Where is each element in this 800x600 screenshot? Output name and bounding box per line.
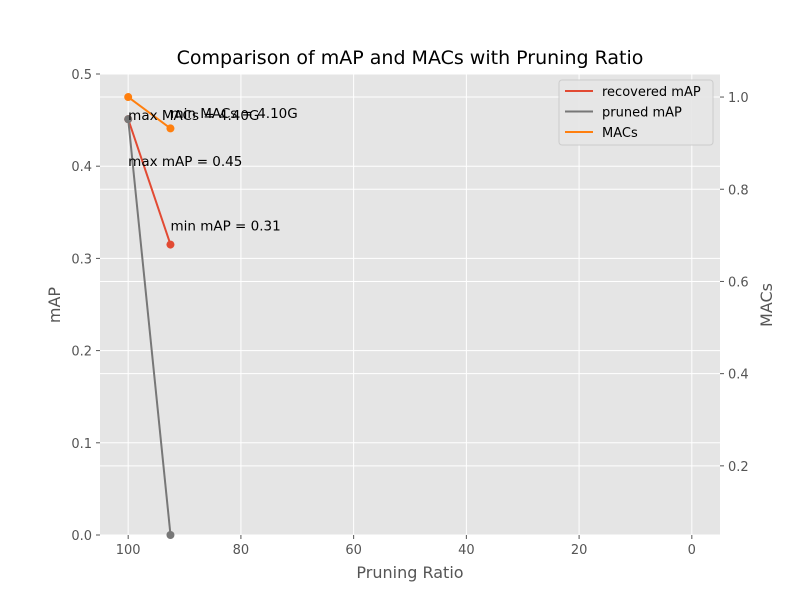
x-axis-label: Pruning Ratio <box>356 563 463 582</box>
x-tick-label: 100 <box>116 543 141 558</box>
grid <box>100 73 720 536</box>
y-tick-label: 0.0 <box>71 529 92 544</box>
data-point-recovered-map <box>166 240 175 249</box>
chart-title: Comparison of mAP and MACs with Pruning … <box>177 47 644 69</box>
x-tick-label: 0 <box>688 543 696 558</box>
data-point-pruned-map <box>124 115 133 124</box>
legend: recovered mAP pruned mAP MACs <box>558 79 714 146</box>
y-tick-label: 0.4 <box>71 160 92 175</box>
y-tick-label: 0.2 <box>71 345 92 360</box>
data-point-macs <box>166 124 175 133</box>
x-tick-label: 60 <box>345 543 362 558</box>
x-tick-label: 40 <box>458 543 475 558</box>
plot-background <box>100 74 720 535</box>
data-point-macs <box>124 93 133 102</box>
annotation-label: min MACs = 4.10G <box>170 106 297 122</box>
annotation-label: max mAP = 0.45 <box>128 154 242 170</box>
y-axis-label: mAP <box>45 287 64 324</box>
y2-tick-label: 0.6 <box>728 275 749 290</box>
legend-label: MACs <box>602 126 638 141</box>
y-tick-label: 0.1 <box>71 437 92 452</box>
y2-tick-label: 0.2 <box>728 460 749 475</box>
annotation-layer: max mAP = 0.45 min mAP = 0.31 max MACs = 4… <box>128 106 298 235</box>
x-tick-label: 20 <box>571 543 588 558</box>
series-line-pruned-map <box>127 119 172 536</box>
y2-axis-label: MACs <box>757 283 776 327</box>
x-tick-label: 80 <box>233 543 250 558</box>
data-point-pruned-map <box>166 531 175 539</box>
series-layer <box>124 93 175 539</box>
series-line-recovered-map <box>127 118 172 245</box>
legend-label: pruned mAP <box>602 106 682 121</box>
y2-tick-label: 0.4 <box>728 368 749 383</box>
y-tick-label: 0.5 <box>71 68 92 83</box>
y2-tick-label: 0.8 <box>728 183 749 198</box>
series-line-macs <box>127 96 172 130</box>
ticks-layer: 100 80 60 40 20 0 0.0 0.1 0.2 0.3 0.4 0.5 0.2 0.4 0.6 0… <box>71 68 748 558</box>
legend-label: recovered mAP <box>602 85 701 100</box>
annotation-label: min mAP = 0.31 <box>170 219 280 235</box>
legend-box <box>558 79 714 146</box>
y2-tick-label: 1.0 <box>728 91 749 106</box>
annotation-label: max MACs = 4.40G <box>128 108 259 124</box>
y-tick-label: 0.3 <box>71 252 92 267</box>
